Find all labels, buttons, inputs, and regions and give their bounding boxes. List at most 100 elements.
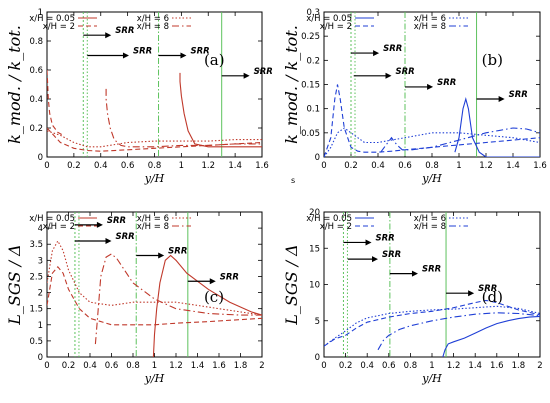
y-axis-label: L_SGS / Δ bbox=[5, 244, 24, 325]
y-tick-label: 0 bbox=[38, 353, 43, 363]
x-tick-label: 1.6 bbox=[212, 361, 226, 371]
y-axis-label: L_SGS / Δ bbox=[282, 244, 301, 325]
legend-label: x/H = 6 bbox=[414, 14, 446, 24]
series-line bbox=[179, 72, 262, 148]
srr-arrowhead bbox=[122, 52, 129, 59]
srr-label: SRR bbox=[478, 284, 497, 294]
x-tick-label: 0 bbox=[321, 361, 326, 371]
series-group bbox=[47, 69, 262, 152]
y-tick-label: 0.1 bbox=[306, 105, 320, 115]
x-tick-label: 1.4 bbox=[468, 361, 482, 371]
y-tick-label: 0.2 bbox=[29, 124, 43, 134]
series-line bbox=[380, 127, 540, 153]
x-tick-label: 0.4 bbox=[360, 361, 374, 371]
srr-label: SRR bbox=[376, 233, 395, 243]
srr-arrowhead bbox=[243, 72, 250, 79]
srr-label: SRR bbox=[107, 216, 126, 226]
series-group bbox=[324, 299, 540, 357]
plot-frame bbox=[323, 11, 541, 158]
x-tick-label: 0.4 bbox=[94, 161, 108, 171]
x-tick-label: 0.8 bbox=[148, 161, 162, 171]
y-tick-label: 0.25 bbox=[301, 32, 320, 42]
legend-label: x/H = 2 bbox=[320, 22, 352, 32]
x-tick-label: 0.6 bbox=[105, 361, 119, 371]
legend-label: x/H = 0.05 bbox=[306, 14, 352, 24]
x-tick-label: 0.8 bbox=[425, 161, 439, 171]
y-tick-label: 0.6 bbox=[29, 66, 43, 76]
panel-label: (d) bbox=[482, 288, 503, 306]
panel-a: 0 0.2 0.4 0.6 0.8 1 1.2 1.4 1.6 0 0.2 0.4 0.6 0.8 1 y/H… bbox=[5, 8, 273, 185]
legend-label: x/H = 0.05 bbox=[306, 214, 352, 224]
srr-arrowhead bbox=[105, 238, 112, 244]
legend-label: x/H = 2 bbox=[43, 22, 75, 32]
x-tick-label: 0.4 bbox=[371, 161, 385, 171]
series-line bbox=[47, 265, 262, 326]
x-tick-label: 1.4 bbox=[191, 361, 205, 371]
x-axis-label: y/H bbox=[144, 172, 165, 185]
srr-label: SRR bbox=[220, 272, 239, 282]
legend-label: x/H = 8 bbox=[137, 222, 169, 232]
x-tick-label: 1.6 bbox=[533, 161, 547, 171]
panel-label: (b) bbox=[482, 51, 503, 69]
x-tick-label: 2 bbox=[537, 361, 542, 371]
srr-label: SRR bbox=[168, 247, 187, 257]
series-line bbox=[152, 254, 262, 357]
srr-arrowhead bbox=[427, 83, 434, 90]
y-tick-label: 1 bbox=[38, 8, 43, 18]
x-tick-label: 0.2 bbox=[62, 361, 76, 371]
stray-label: s bbox=[291, 176, 295, 185]
x-tick-label: 1.8 bbox=[234, 361, 248, 371]
panel-d: 0 0.2 0.4 0.6 0.8 1 1.2 1.4 1.6 1.8 205101520y/HL_… bbox=[282, 208, 543, 385]
srr-arrowhead bbox=[411, 270, 418, 277]
x-axis-label: y/H bbox=[421, 172, 442, 185]
srr-label: SRR bbox=[509, 90, 528, 100]
y-tick-label: 0.8 bbox=[29, 37, 43, 47]
legend-label: x/H = 6 bbox=[414, 214, 446, 224]
legend-label: x/H = 2 bbox=[43, 222, 75, 232]
srr-arrowhead bbox=[180, 52, 187, 59]
y-tick-label: 3.5 bbox=[29, 240, 43, 250]
srr-arrowhead bbox=[158, 252, 165, 259]
x-tick-label: 0.6 bbox=[398, 161, 412, 171]
y-tick-label: 0 bbox=[315, 353, 320, 363]
legend-label: x/H = 8 bbox=[137, 22, 169, 32]
y-tick-label: 5 bbox=[315, 317, 320, 327]
y-tick-label: 0.4 bbox=[29, 95, 43, 105]
panel-b: 0 0.2 0.4 0.6 0.8 1 1.2 1.4 1.6 0 0.05 0.1 0.15 0.2 0.… bbox=[282, 8, 547, 185]
series-line bbox=[324, 127, 540, 157]
x-axis-label: y/H bbox=[421, 372, 442, 385]
panel-label: (c) bbox=[204, 288, 224, 306]
panel-c: 0 0.2 0.4 0.6 0.8 1 1.2 1.4 1.6 1.8 2 0 0.5 1 1.5 2 2.5 3… bbox=[5, 211, 265, 385]
x-tick-label: 1.4 bbox=[506, 161, 520, 171]
srr-arrowhead bbox=[498, 96, 505, 102]
x-tick-label: 0.4 bbox=[83, 361, 97, 371]
legend-label: x/H = 8 bbox=[414, 222, 446, 232]
srr-label: SRR bbox=[133, 47, 152, 57]
y-tick-label: 0.3 bbox=[306, 8, 320, 18]
x-tick-label: 0.2 bbox=[344, 161, 358, 171]
srr-arrowhead bbox=[105, 32, 112, 39]
srr-label: SRR bbox=[115, 26, 134, 36]
legend-label: x/H = 2 bbox=[320, 222, 352, 232]
x-tick-label: 2 bbox=[259, 361, 264, 371]
srr-label: SRR bbox=[396, 67, 415, 77]
legend-label: x/H = 0.05 bbox=[29, 214, 75, 224]
legend-label: x/H = 8 bbox=[414, 22, 446, 32]
series-line bbox=[324, 305, 540, 347]
legend-label: x/H = 6 bbox=[137, 14, 169, 24]
x-tick-label: 1.8 bbox=[512, 361, 526, 371]
srr-arrowhead bbox=[385, 72, 392, 79]
y-tick-label: 1.5 bbox=[29, 305, 43, 315]
x-tick-label: 1 bbox=[456, 161, 461, 171]
y-tick-label: 4 bbox=[38, 224, 43, 234]
srr-label: SRR bbox=[116, 232, 135, 242]
srr-label: SRR bbox=[254, 67, 273, 77]
y-tick-label: 2.5 bbox=[29, 272, 43, 282]
x-tick-label: 0.8 bbox=[404, 361, 418, 371]
x-tick-label: 1.2 bbox=[201, 161, 215, 171]
y-tick-label: 15 bbox=[309, 244, 320, 254]
x-tick-label: 1.2 bbox=[479, 161, 493, 171]
srr-label: SRR bbox=[383, 44, 402, 54]
series-group bbox=[47, 239, 262, 357]
